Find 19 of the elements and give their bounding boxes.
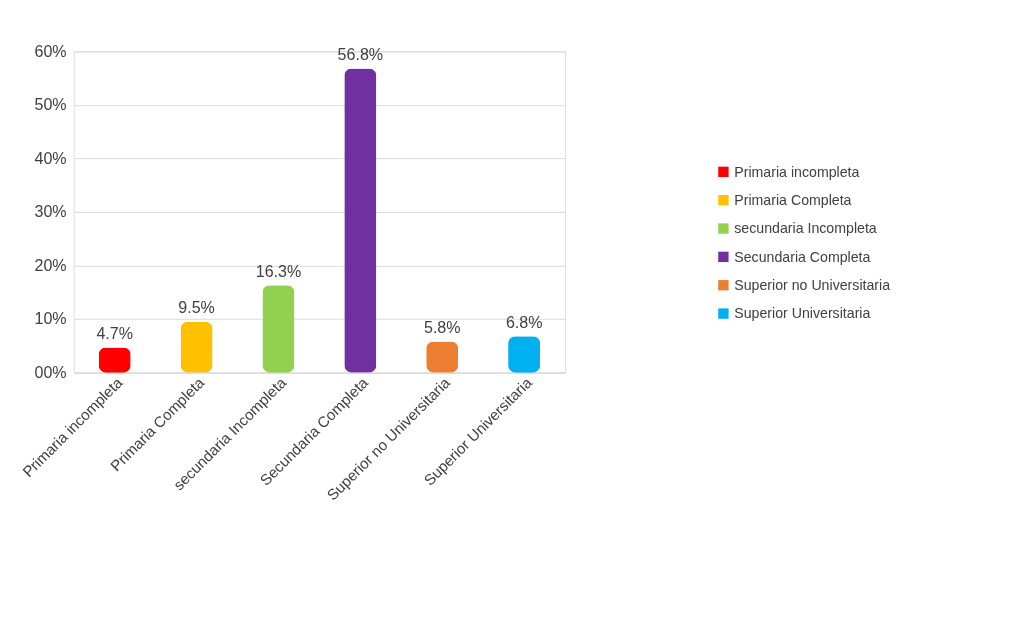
y-tick-label: 40% [34, 148, 67, 167]
y-tick-label: 20% [34, 255, 67, 274]
legend-label: Superior no Universitaria [734, 276, 891, 293]
legend-label: Primaria incompleta [734, 163, 860, 180]
y-tick-label: 10% [34, 309, 67, 328]
data-label: 16.3% [255, 261, 302, 280]
data-label: 5.8% [423, 318, 461, 337]
data-label: 6.8% [505, 312, 543, 331]
y-tick-label: 30% [34, 202, 67, 221]
legend-label: Superior Universitaria [734, 305, 871, 322]
legend-label: Secundaria Completa [734, 248, 871, 265]
y-tick-label: 50% [34, 95, 67, 114]
legend-label: Primaria Completa [734, 191, 852, 208]
data-label: 4.7% [96, 323, 133, 342]
data-label: 56.8% [337, 44, 384, 63]
legend-label: secundaria Incompleta [734, 220, 877, 237]
y-tick-label: 60% [34, 41, 67, 60]
data-label: 9.5% [178, 298, 215, 317]
y-tick-label: 00% [34, 362, 67, 381]
